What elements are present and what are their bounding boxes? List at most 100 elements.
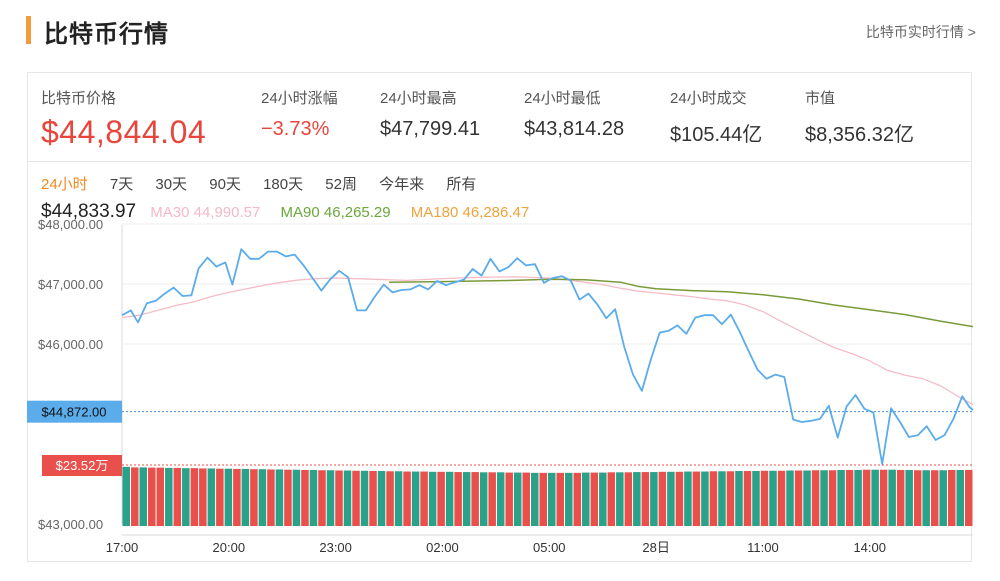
volume-marker-label: $23.52万 [56, 458, 109, 473]
volume-bar [479, 472, 488, 526]
page-title: 比特币行情 [44, 21, 169, 48]
y-tick-label: $47,000.00 [38, 277, 103, 292]
volume-bar [156, 467, 165, 526]
volume-bar [165, 467, 173, 526]
volume-bar [318, 470, 326, 526]
volume-bar [445, 471, 454, 526]
y-tick-label: $43,000.00 [38, 517, 103, 532]
y-tick-label: $46,000.00 [38, 337, 103, 352]
realtime-quotes-link[interactable]: 比特币实时行情 > [865, 24, 976, 40]
volume-bar [701, 471, 709, 526]
x-tick-label: 23:00 [319, 540, 352, 555]
volume-bar [411, 471, 420, 526]
volume-bar [964, 469, 973, 526]
stat-value: $47,799.41 [380, 118, 481, 140]
volume-bar [684, 471, 692, 526]
quote-panel: 比特币价格 $44,844.04 24小时涨幅 −3.73% 24小时最高 $4… [27, 72, 972, 562]
volume-bar [599, 472, 607, 526]
tab-ytd[interactable]: 今年来 [379, 176, 425, 193]
volume-bar [820, 470, 828, 526]
tab-all[interactable]: 所有 [446, 176, 477, 193]
volume-bar [190, 468, 199, 526]
chart-legend: $44,833.97 MA30 44,990.57 MA90 46,265.29… [41, 201, 529, 223]
volume-bar [582, 472, 590, 526]
volume-bar [947, 469, 956, 526]
volume-bar [326, 470, 335, 526]
volume-bar [692, 471, 701, 526]
stat-value: $44,844.04 [41, 114, 207, 150]
volume-bar [267, 469, 275, 526]
tab-52w[interactable]: 52周 [325, 176, 357, 193]
stat-price: 比特币价格 $44,844.04 [41, 87, 206, 151]
volume-bar [437, 471, 445, 526]
volume-bar [488, 472, 496, 526]
volume-bar [905, 469, 913, 526]
volume-bar [258, 469, 267, 526]
volume-bar [845, 469, 854, 526]
volume-bar [616, 472, 624, 526]
volume-bar [743, 471, 752, 526]
tab-180d[interactable]: 180天 [263, 176, 304, 193]
volume-bar [233, 468, 241, 526]
volume-bar [182, 468, 190, 526]
stat-label: 市值 [805, 90, 836, 107]
volume-marker-box [42, 455, 122, 476]
volume-bar [794, 470, 803, 526]
volume-bar [309, 469, 318, 526]
volume-bar [726, 471, 735, 526]
volume-bar [530, 472, 539, 526]
volume-bar [386, 471, 394, 526]
volume-bar [505, 472, 513, 526]
volume-bar [888, 469, 896, 526]
volume-bar [122, 466, 131, 526]
volume-bar [148, 467, 156, 526]
stat-label: 24小时最高 [380, 90, 457, 107]
section-header: 比特币行情 比特币实时行情 > [26, 12, 976, 48]
volume-bar [224, 468, 233, 526]
volume-bar [522, 472, 530, 526]
stat-value: $8,356.32亿 [805, 124, 914, 146]
volume-bar [199, 468, 207, 526]
tab-90d[interactable]: 90天 [209, 176, 241, 193]
volume-bar [284, 469, 292, 526]
volume-bar [718, 471, 726, 526]
volume-bar [275, 469, 284, 526]
tab-30d[interactable]: 30天 [155, 176, 188, 193]
volume-bar [377, 471, 386, 526]
volume-bar [939, 470, 947, 526]
volume-bar [650, 472, 658, 526]
volume-bar [403, 471, 411, 526]
x-tick-label: 11:00 [747, 540, 779, 555]
volume-bar [862, 469, 871, 526]
stat-market-cap: 市值 $8,356.32亿 [805, 87, 914, 147]
stat-label: 24小时最低 [524, 90, 601, 107]
x-tick-label: 05:00 [533, 540, 566, 555]
tab-7d[interactable]: 7天 [109, 176, 134, 193]
volume-bar [735, 471, 743, 526]
volume-bar [922, 470, 930, 526]
volume-bar [207, 468, 216, 526]
volume-bar [854, 469, 862, 526]
stat-change: 24小时涨幅 −3.73% [261, 87, 338, 141]
volume-bar [131, 467, 139, 526]
volume-bar [956, 469, 964, 526]
tab-24h[interactable]: 24小时 [41, 176, 88, 193]
price-marker-box [27, 400, 122, 423]
volume-bar [292, 469, 301, 526]
legend-ma30: MA30 44,990.57 [150, 204, 261, 221]
volume-bar [709, 471, 718, 526]
volume-bar [496, 472, 505, 526]
stat-low: 24小时最低 $43,814.28 [524, 87, 624, 141]
volume-bar [930, 470, 939, 526]
volume-bar [590, 472, 599, 526]
volume-bar [607, 472, 616, 526]
series-line-price [121, 248, 974, 465]
volume-bar [896, 469, 905, 526]
volume-bar [471, 472, 479, 526]
volume-bar [173, 467, 182, 526]
volume-bar [539, 472, 547, 526]
range-tabs: 24小时 7天 30天 90天 180天 52周 今年来 所有 [41, 173, 494, 194]
stat-label: 24小时成交 [670, 90, 747, 107]
stat-value: −3.73% [261, 118, 330, 140]
